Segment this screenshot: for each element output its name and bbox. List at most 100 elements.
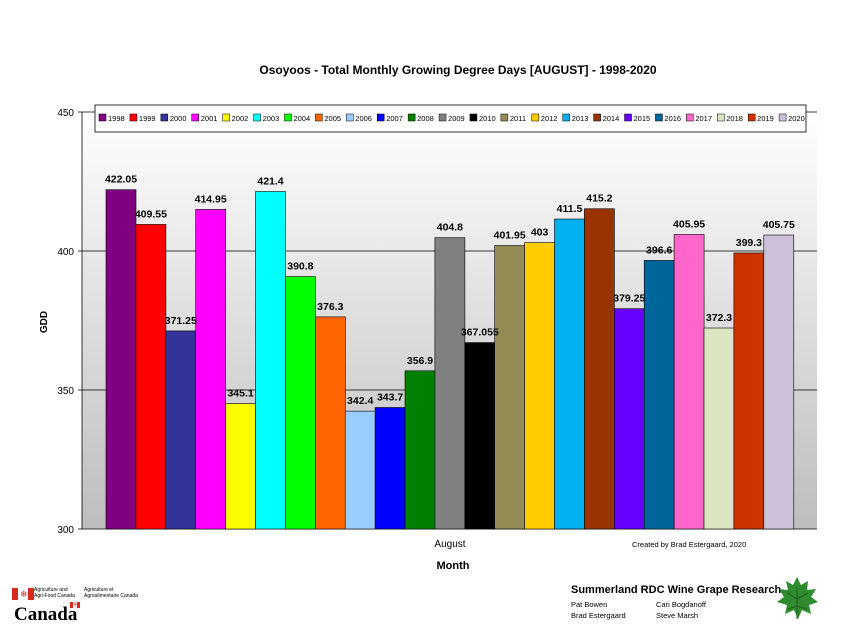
legend-entry-2006: 2006 bbox=[355, 114, 372, 123]
legend-swatch-2003 bbox=[253, 113, 261, 122]
bar-2009 bbox=[434, 237, 466, 530]
x-category-label: August bbox=[434, 539, 465, 550]
dept-name-en-line2: Agri-Food Canada bbox=[34, 593, 75, 599]
agriculture-canada-logo: ❄ Agriculture and Agri-Food Canada Agric… bbox=[12, 586, 152, 626]
legend-entry-2003: 2003 bbox=[263, 114, 280, 123]
data-label-2008: 356.9 bbox=[407, 355, 433, 367]
x-axis-label: Month bbox=[437, 560, 470, 572]
legend-entry-2005: 2005 bbox=[324, 114, 341, 123]
legend-swatch-2009 bbox=[438, 113, 447, 122]
y-tick-label: 300 bbox=[57, 525, 74, 536]
canada-wordmark: Canada bbox=[14, 604, 78, 625]
legend-swatch-2005 bbox=[315, 113, 323, 122]
bar-2010 bbox=[464, 342, 496, 530]
data-label-2007: 343.7 bbox=[377, 392, 403, 404]
bar-2012 bbox=[524, 242, 555, 530]
legend-swatch-2010 bbox=[469, 113, 478, 122]
credit-note: Created by Brad Estergaard, 2020 bbox=[632, 540, 746, 549]
legend-entry-2020: 2020 bbox=[788, 114, 805, 123]
legend-swatch-1999 bbox=[129, 113, 138, 122]
legend-swatch-2000 bbox=[160, 113, 169, 122]
data-label-2016: 396.6 bbox=[646, 244, 672, 256]
legend-swatch-2013 bbox=[562, 113, 570, 122]
bar-2004 bbox=[285, 276, 316, 530]
data-label-2005: 376.3 bbox=[317, 301, 343, 313]
legend-entry-2019: 2019 bbox=[757, 114, 774, 123]
bar-1998 bbox=[105, 189, 137, 530]
legend-swatch-2019 bbox=[747, 113, 756, 122]
data-label-2018: 372.3 bbox=[706, 312, 732, 324]
person-name: Cari Bogdanoff bbox=[656, 600, 706, 609]
legend-swatch-2006 bbox=[346, 113, 354, 122]
legend-swatch-2011 bbox=[500, 113, 509, 122]
data-labels: 422.05 409.55 371.25 414.95 345.1 421.4 390.8 3… bbox=[105, 174, 795, 407]
legend-entry-2012: 2012 bbox=[541, 114, 558, 123]
data-label-2015: 379.25 bbox=[613, 293, 645, 305]
data-label-2012: 403 bbox=[531, 227, 549, 239]
legend-entry-2011: 2011 bbox=[510, 114, 526, 123]
legend-entry-2001: 2001 bbox=[201, 114, 218, 123]
legend-entry-2018: 2018 bbox=[726, 114, 743, 123]
y-tick-label: 400 bbox=[57, 247, 74, 258]
grape-leaf-icon bbox=[777, 577, 818, 619]
wordmark-flag-icon: ❄ bbox=[70, 602, 80, 608]
bar-2007 bbox=[374, 407, 406, 530]
data-label-2001: 414.95 bbox=[195, 193, 227, 205]
legend-entry-1999: 1999 bbox=[139, 114, 156, 123]
person-name: Pat Bowen bbox=[571, 600, 608, 609]
legend-swatch-2014 bbox=[593, 113, 601, 122]
legend-entry-2002: 2002 bbox=[232, 114, 249, 123]
bar-2005 bbox=[314, 316, 346, 530]
dept-name-fr-line2: Agroalimentaire Canada bbox=[84, 593, 138, 599]
legend-swatch-2007 bbox=[376, 113, 385, 122]
legend-entry-1998: 1998 bbox=[108, 114, 125, 123]
legend-entry-2004: 2004 bbox=[293, 114, 310, 123]
legend-entry-2010: 2010 bbox=[479, 114, 496, 123]
y-tick-label: 450 bbox=[57, 108, 74, 119]
legend-entry-2013: 2013 bbox=[572, 114, 589, 123]
bar-2013 bbox=[554, 218, 585, 530]
legend-swatch-2012 bbox=[531, 113, 540, 122]
data-label-1999: 409.55 bbox=[135, 208, 167, 220]
legend-entry-2014: 2014 bbox=[603, 114, 620, 123]
y-tick-label: 350 bbox=[57, 386, 74, 397]
dept-name-en-line1: Agriculture and bbox=[34, 587, 68, 593]
legend-swatch-1998 bbox=[98, 113, 107, 122]
legend-entry-2009: 2009 bbox=[448, 114, 465, 123]
legend-swatch-2020 bbox=[778, 113, 787, 122]
bar-2000 bbox=[165, 330, 197, 530]
research-title: Summerland RDC Wine Grape Research bbox=[571, 584, 782, 596]
research-credits: Summerland RDC Wine Grape Research Pat B… bbox=[571, 584, 791, 629]
y-axis-label: GDD bbox=[39, 311, 50, 333]
chart: Osoyoos - Total Monthly Growing Degree D… bbox=[39, 63, 817, 572]
bar-2018 bbox=[703, 327, 735, 530]
canada-flag-icon: ❄ bbox=[12, 588, 34, 600]
bar-2011 bbox=[494, 245, 526, 530]
bar-1999 bbox=[135, 224, 167, 530]
legend-entry-2008: 2008 bbox=[417, 114, 434, 123]
bar-2001 bbox=[195, 209, 226, 530]
legend-swatch-2008 bbox=[407, 113, 416, 122]
legend-swatch-2004 bbox=[284, 113, 292, 122]
person-name: Steve Marsh bbox=[656, 611, 699, 620]
bar-2014 bbox=[584, 208, 615, 530]
dept-name-fr-line1: Agriculture et bbox=[84, 587, 114, 593]
data-label-2020: 405.75 bbox=[763, 219, 795, 231]
legend-entry-2015: 2015 bbox=[634, 114, 651, 123]
bar-2008 bbox=[404, 370, 436, 530]
data-label-2006: 342.4 bbox=[347, 395, 373, 407]
bar-2016 bbox=[643, 260, 675, 530]
legend-entry-2016: 2016 bbox=[664, 114, 681, 123]
data-label-2003: 421.4 bbox=[257, 176, 283, 188]
bars bbox=[105, 189, 795, 530]
bar-2020 bbox=[763, 234, 795, 530]
legend-swatch-2015 bbox=[624, 113, 632, 122]
data-label-2019: 399.3 bbox=[736, 237, 762, 249]
bar-2019 bbox=[733, 252, 765, 530]
data-label-2011: 401.95 bbox=[494, 230, 526, 242]
legend-swatch-2002 bbox=[222, 113, 230, 122]
legend-entry-2007: 2007 bbox=[386, 114, 403, 123]
data-label-2014: 415.2 bbox=[586, 193, 612, 205]
data-label-2017: 405.95 bbox=[673, 218, 705, 230]
bar-2006 bbox=[344, 410, 376, 530]
